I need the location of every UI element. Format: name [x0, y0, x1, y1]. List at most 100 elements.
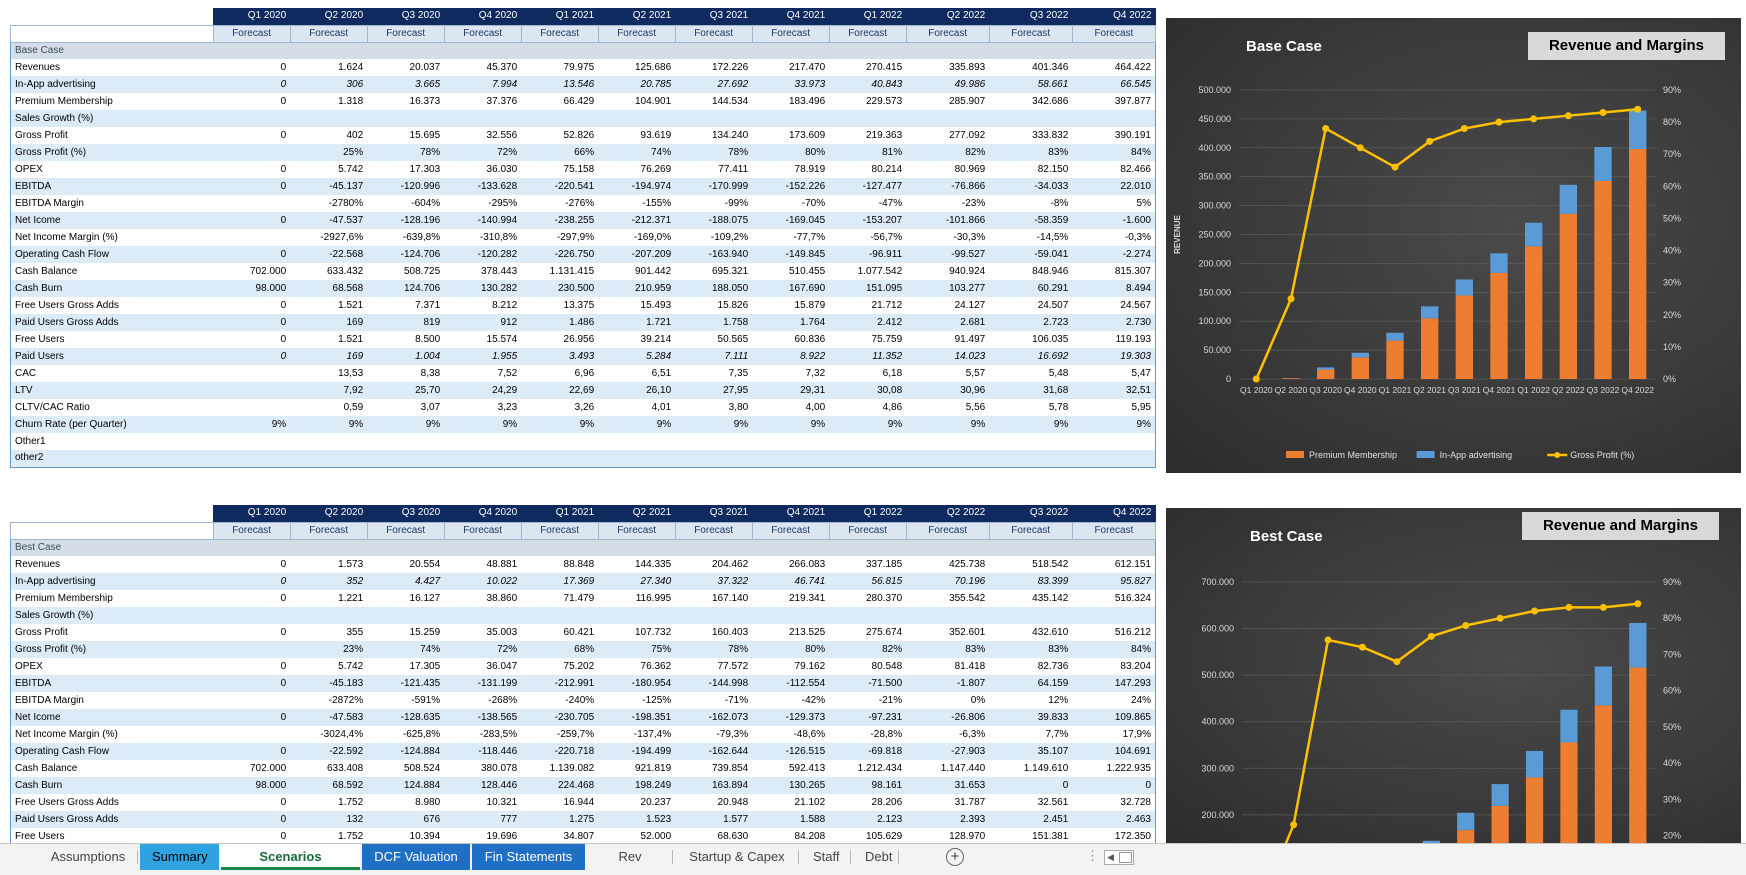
cell-value[interactable]: 70.196	[906, 573, 990, 590]
cell-value[interactable]: 2.730	[1072, 314, 1157, 331]
cell-value[interactable]: 172.350	[1072, 828, 1157, 843]
cell-value[interactable]: -149.845	[752, 246, 830, 263]
cell-value[interactable]: -170.999	[675, 178, 753, 195]
cell-value[interactable]: -144.998	[675, 675, 753, 692]
cell-value[interactable]: 17,9%	[1072, 726, 1157, 743]
quarter-header[interactable]: Q2 2022	[906, 8, 990, 25]
cell-value[interactable]: 128.970	[906, 828, 990, 843]
cell-value[interactable]: 8.494	[1072, 280, 1157, 297]
cell-value[interactable]: -259,7%	[521, 726, 599, 743]
cell-value[interactable]: 425.738	[906, 556, 990, 573]
row-label[interactable]: Gross Profit	[10, 624, 214, 641]
row-label[interactable]: EBITDA	[10, 675, 214, 692]
cell-value[interactable]	[906, 433, 990, 450]
cell-value[interactable]: -125%	[598, 692, 676, 709]
cell-value[interactable]: 8,38	[367, 365, 445, 382]
quarter-header[interactable]: Q4 2022	[1072, 505, 1156, 522]
cell-value[interactable]: 5,48	[989, 365, 1073, 382]
cell-value[interactable]: -47.583	[290, 709, 368, 726]
cell-value[interactable]: 24%	[1072, 692, 1157, 709]
cell-value[interactable]: 30,96	[906, 382, 990, 399]
cell-value[interactable]: 104.691	[1072, 743, 1157, 760]
cell-value[interactable]: 25%	[290, 144, 368, 161]
cell-value[interactable]: 402	[290, 127, 368, 144]
cell-value[interactable]: 15.826	[675, 297, 753, 314]
cell-value[interactable]: 2.723	[989, 314, 1073, 331]
cell-value[interactable]: -21%	[829, 692, 907, 709]
cell-value[interactable]	[1072, 607, 1157, 624]
cell-value[interactable]: 8.922	[752, 348, 830, 365]
cell-value[interactable]: 5,56	[906, 399, 990, 416]
forecast-label[interactable]: Forecast	[443, 521, 522, 540]
cell-value[interactable]: 22.010	[1072, 178, 1157, 195]
cell-value[interactable]: 15.879	[752, 297, 830, 314]
cell-value[interactable]: -22.568	[290, 246, 368, 263]
cell-value[interactable]: -71%	[675, 692, 753, 709]
quarter-header[interactable]: Q1 2022	[829, 8, 907, 25]
cell-value[interactable]: -591%	[367, 692, 445, 709]
cell-value[interactable]: -27.903	[906, 743, 990, 760]
cell-value[interactable]	[598, 110, 676, 127]
cell-value[interactable]: 518.542	[989, 556, 1073, 573]
cell-value[interactable]: 20.037	[367, 59, 445, 76]
cell-value[interactable]	[752, 450, 830, 468]
cell-value[interactable]: 80%	[752, 641, 830, 658]
cell-value[interactable]	[598, 433, 676, 450]
cell-value[interactable]: 0	[213, 76, 291, 93]
cell-value[interactable]: 266.083	[752, 556, 830, 573]
cell-value[interactable]: 163.894	[675, 777, 753, 794]
cell-value[interactable]: 14.023	[906, 348, 990, 365]
quarter-header[interactable]: Q1 2020	[213, 8, 291, 25]
row-label[interactable]: Sales Growth (%)	[10, 110, 214, 127]
cell-value[interactable]: 144.335	[598, 556, 676, 573]
cell-value[interactable]: 9%	[1072, 416, 1157, 433]
cell-value[interactable]: 83%	[989, 641, 1073, 658]
cell-value[interactable]: 79.975	[521, 59, 599, 76]
cell-value[interactable]: 75.158	[521, 161, 599, 178]
cell-value[interactable]: 0	[213, 675, 291, 692]
cell-value[interactable]: 35.003	[444, 624, 522, 641]
sheet-tab[interactable]: Debt	[853, 844, 899, 870]
cell-value[interactable]: 464.422	[1072, 59, 1157, 76]
cell-value[interactable]	[290, 110, 368, 127]
row-label[interactable]: EBITDA Margin	[10, 195, 214, 212]
cell-value[interactable]: 1.721	[598, 314, 676, 331]
cell-value[interactable]: 188.050	[675, 280, 753, 297]
forecast-label[interactable]: Forecast	[1071, 24, 1157, 43]
cell-value[interactable]	[444, 433, 522, 450]
cell-value[interactable]: 21.102	[752, 794, 830, 811]
cell-value[interactable]: 0	[213, 297, 291, 314]
cell-value[interactable]: 0	[213, 246, 291, 263]
cell-value[interactable]: 20.554	[367, 556, 445, 573]
cell-value[interactable]: 82.466	[1072, 161, 1157, 178]
cell-value[interactable]: 15.695	[367, 127, 445, 144]
cell-value[interactable]: 2.393	[906, 811, 990, 828]
cell-value[interactable]: 612.151	[1072, 556, 1157, 573]
cell-value[interactable]	[1072, 450, 1157, 468]
cell-value[interactable]: 510.455	[752, 263, 830, 280]
cell-value[interactable]: 68.630	[675, 828, 753, 843]
cell-value[interactable]: 84%	[1072, 144, 1157, 161]
cell-value[interactable]: -240%	[521, 692, 599, 709]
cell-value[interactable]: 40.843	[829, 76, 907, 93]
tab-overflow-icon[interactable]: ⋮	[1086, 848, 1099, 863]
cell-value[interactable]: 229.573	[829, 93, 907, 110]
cell-value[interactable]: 84%	[1072, 641, 1157, 658]
cell-value[interactable]	[906, 450, 990, 468]
cell-value[interactable]: -180.954	[598, 675, 676, 692]
cell-value[interactable]: -639,8%	[367, 229, 445, 246]
cell-value[interactable]: -47%	[829, 195, 907, 212]
cell-value[interactable]: 1.624	[290, 59, 368, 76]
cell-value[interactable]: 0	[213, 709, 291, 726]
cell-value[interactable]	[521, 607, 599, 624]
cell-value[interactable]: 306	[290, 76, 368, 93]
horizontal-scrollbar[interactable]: ◀	[1104, 850, 1134, 865]
cell-value[interactable]: 151.381	[989, 828, 1073, 843]
cell-value[interactable]: 68.592	[290, 777, 368, 794]
cell-value[interactable]: 5.742	[290, 658, 368, 675]
cell-value[interactable]: -124.706	[367, 246, 445, 263]
cell-value[interactable]: 9%	[367, 416, 445, 433]
cell-value[interactable]: -162.644	[675, 743, 753, 760]
cell-value[interactable]: 0,59	[290, 399, 368, 416]
best-case-chart[interactable]: 0100.000200.000300.000400.000500.000600.…	[1166, 508, 1741, 843]
